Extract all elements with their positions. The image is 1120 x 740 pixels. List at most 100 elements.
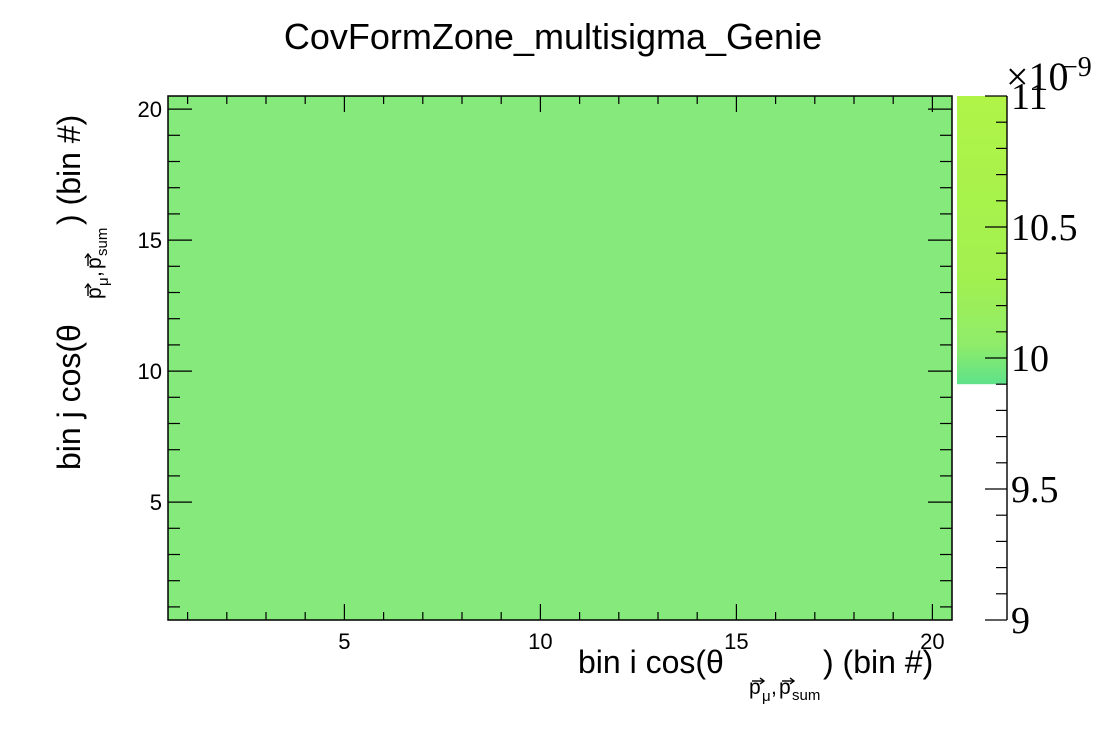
heatmap-cell bbox=[560, 567, 600, 595]
heatmap-cell bbox=[599, 174, 639, 202]
heatmap-cell bbox=[442, 489, 483, 516]
heatmap-cell bbox=[834, 305, 875, 333]
heatmap-cell bbox=[834, 541, 875, 569]
heatmap-cell bbox=[560, 305, 600, 333]
heatmap-cell bbox=[246, 436, 287, 464]
heatmap-cell bbox=[834, 331, 875, 359]
heatmap-cell bbox=[481, 279, 522, 307]
x-axis-label: bin i cos(θ p μ , p sum ) (bin #) bbox=[578, 644, 933, 705]
heatmap-cell bbox=[716, 227, 757, 254]
color-bar-tick-label: 10.5 bbox=[1011, 207, 1078, 249]
heatmap-cell bbox=[599, 462, 639, 490]
heatmap-cell bbox=[677, 358, 718, 385]
heatmap-cell bbox=[873, 253, 914, 280]
heatmap-cell bbox=[246, 253, 287, 280]
heatmap-cell bbox=[677, 410, 718, 438]
heatmap-cell bbox=[834, 515, 875, 542]
heatmap-cell bbox=[285, 410, 326, 438]
heatmap-cell bbox=[638, 122, 679, 149]
heatmap-cell bbox=[716, 515, 757, 542]
heatmap-cell bbox=[364, 515, 404, 542]
heatmap-cell bbox=[873, 279, 914, 307]
heatmap-cell bbox=[638, 384, 679, 411]
heatmap-cell bbox=[795, 253, 835, 280]
y-axis-label-suffix: ) (bin #) bbox=[51, 115, 87, 225]
heatmap-cell bbox=[677, 331, 718, 359]
heatmap-cell bbox=[403, 436, 443, 464]
heatmap-cell bbox=[795, 436, 835, 464]
heatmap-cell bbox=[246, 227, 287, 254]
heatmap-cell bbox=[520, 122, 561, 149]
heatmap-cell bbox=[442, 253, 483, 280]
heatmap-cell bbox=[795, 541, 835, 569]
heatmap-cell bbox=[677, 279, 718, 307]
heatmap-cell bbox=[716, 384, 757, 411]
heatmap-cell bbox=[481, 200, 522, 228]
heatmap-cell bbox=[520, 279, 561, 307]
heatmap-cell bbox=[677, 515, 718, 542]
heatmap-cell bbox=[403, 410, 443, 438]
heatmap-cell bbox=[364, 227, 404, 254]
x-tick-label: 5 bbox=[338, 629, 350, 654]
heatmap-cell bbox=[403, 279, 443, 307]
heatmap-cell bbox=[481, 436, 522, 464]
heatmap-cell bbox=[364, 331, 404, 359]
heatmap-cell bbox=[756, 253, 796, 280]
heatmap-cell bbox=[285, 253, 326, 280]
heatmap-cell bbox=[834, 384, 875, 411]
heatmap-cell bbox=[324, 489, 365, 516]
heatmap-cell bbox=[756, 305, 796, 333]
heatmap-cell bbox=[246, 122, 287, 149]
heatmap-cell bbox=[560, 200, 600, 228]
heatmap-cell bbox=[560, 279, 600, 307]
heatmap-cell bbox=[403, 122, 443, 149]
heatmap-cell bbox=[599, 410, 639, 438]
y-tick-label: 10 bbox=[138, 359, 162, 384]
heatmap-cell bbox=[364, 489, 404, 516]
heatmap-cell bbox=[795, 227, 835, 254]
heatmap-cell bbox=[560, 174, 600, 202]
heatmap-cell bbox=[795, 148, 835, 176]
heatmap-cell bbox=[873, 174, 914, 202]
heatmap-cell bbox=[246, 148, 287, 176]
heatmap-cell bbox=[246, 358, 287, 385]
y-axis-label-sub1-sub: μ bbox=[95, 277, 112, 286]
heatmap-cell bbox=[873, 436, 914, 464]
heatmap-cell bbox=[285, 462, 326, 490]
heatmap-cell bbox=[285, 541, 326, 569]
heatmap-cell bbox=[677, 384, 718, 411]
heatmap-cell bbox=[677, 462, 718, 490]
heatmap-cell bbox=[638, 462, 679, 490]
heatmap-cell bbox=[834, 227, 875, 254]
color-bar-exponent-power: −9 bbox=[1062, 52, 1092, 83]
heatmap-cell bbox=[324, 305, 365, 333]
heatmap-cell bbox=[481, 384, 522, 411]
heatmap-cell bbox=[795, 462, 835, 490]
heatmap-cell bbox=[560, 358, 600, 385]
heatmap-cell bbox=[207, 200, 247, 228]
heatmap-cell bbox=[599, 358, 639, 385]
heatmap-cell bbox=[285, 567, 326, 595]
heatmap-cell bbox=[207, 279, 247, 307]
heatmap-cell bbox=[795, 410, 835, 438]
heatmap-cell bbox=[246, 410, 287, 438]
x-axis-label-prefix: bin i cos(θ bbox=[578, 644, 724, 680]
heatmap-cell bbox=[756, 410, 796, 438]
heatmap-cell bbox=[834, 279, 875, 307]
heatmap-cell bbox=[873, 541, 914, 569]
heatmap-cell bbox=[364, 279, 404, 307]
heatmap-cell bbox=[207, 174, 247, 202]
heatmap-cell bbox=[834, 174, 875, 202]
heatmap-cell bbox=[442, 358, 483, 385]
heatmap-cell bbox=[481, 410, 522, 438]
heatmap-cell bbox=[246, 305, 287, 333]
heatmap-cell bbox=[756, 200, 796, 228]
x-axis-label-sub1: p bbox=[749, 676, 761, 699]
heatmap-cell bbox=[364, 358, 404, 385]
heatmap-cell bbox=[324, 541, 365, 569]
heatmap-cell bbox=[716, 122, 757, 149]
heatmap-cell bbox=[716, 305, 757, 333]
heatmap-cell bbox=[403, 174, 443, 202]
heatmap-cell bbox=[403, 515, 443, 542]
heatmap-cell bbox=[481, 462, 522, 490]
